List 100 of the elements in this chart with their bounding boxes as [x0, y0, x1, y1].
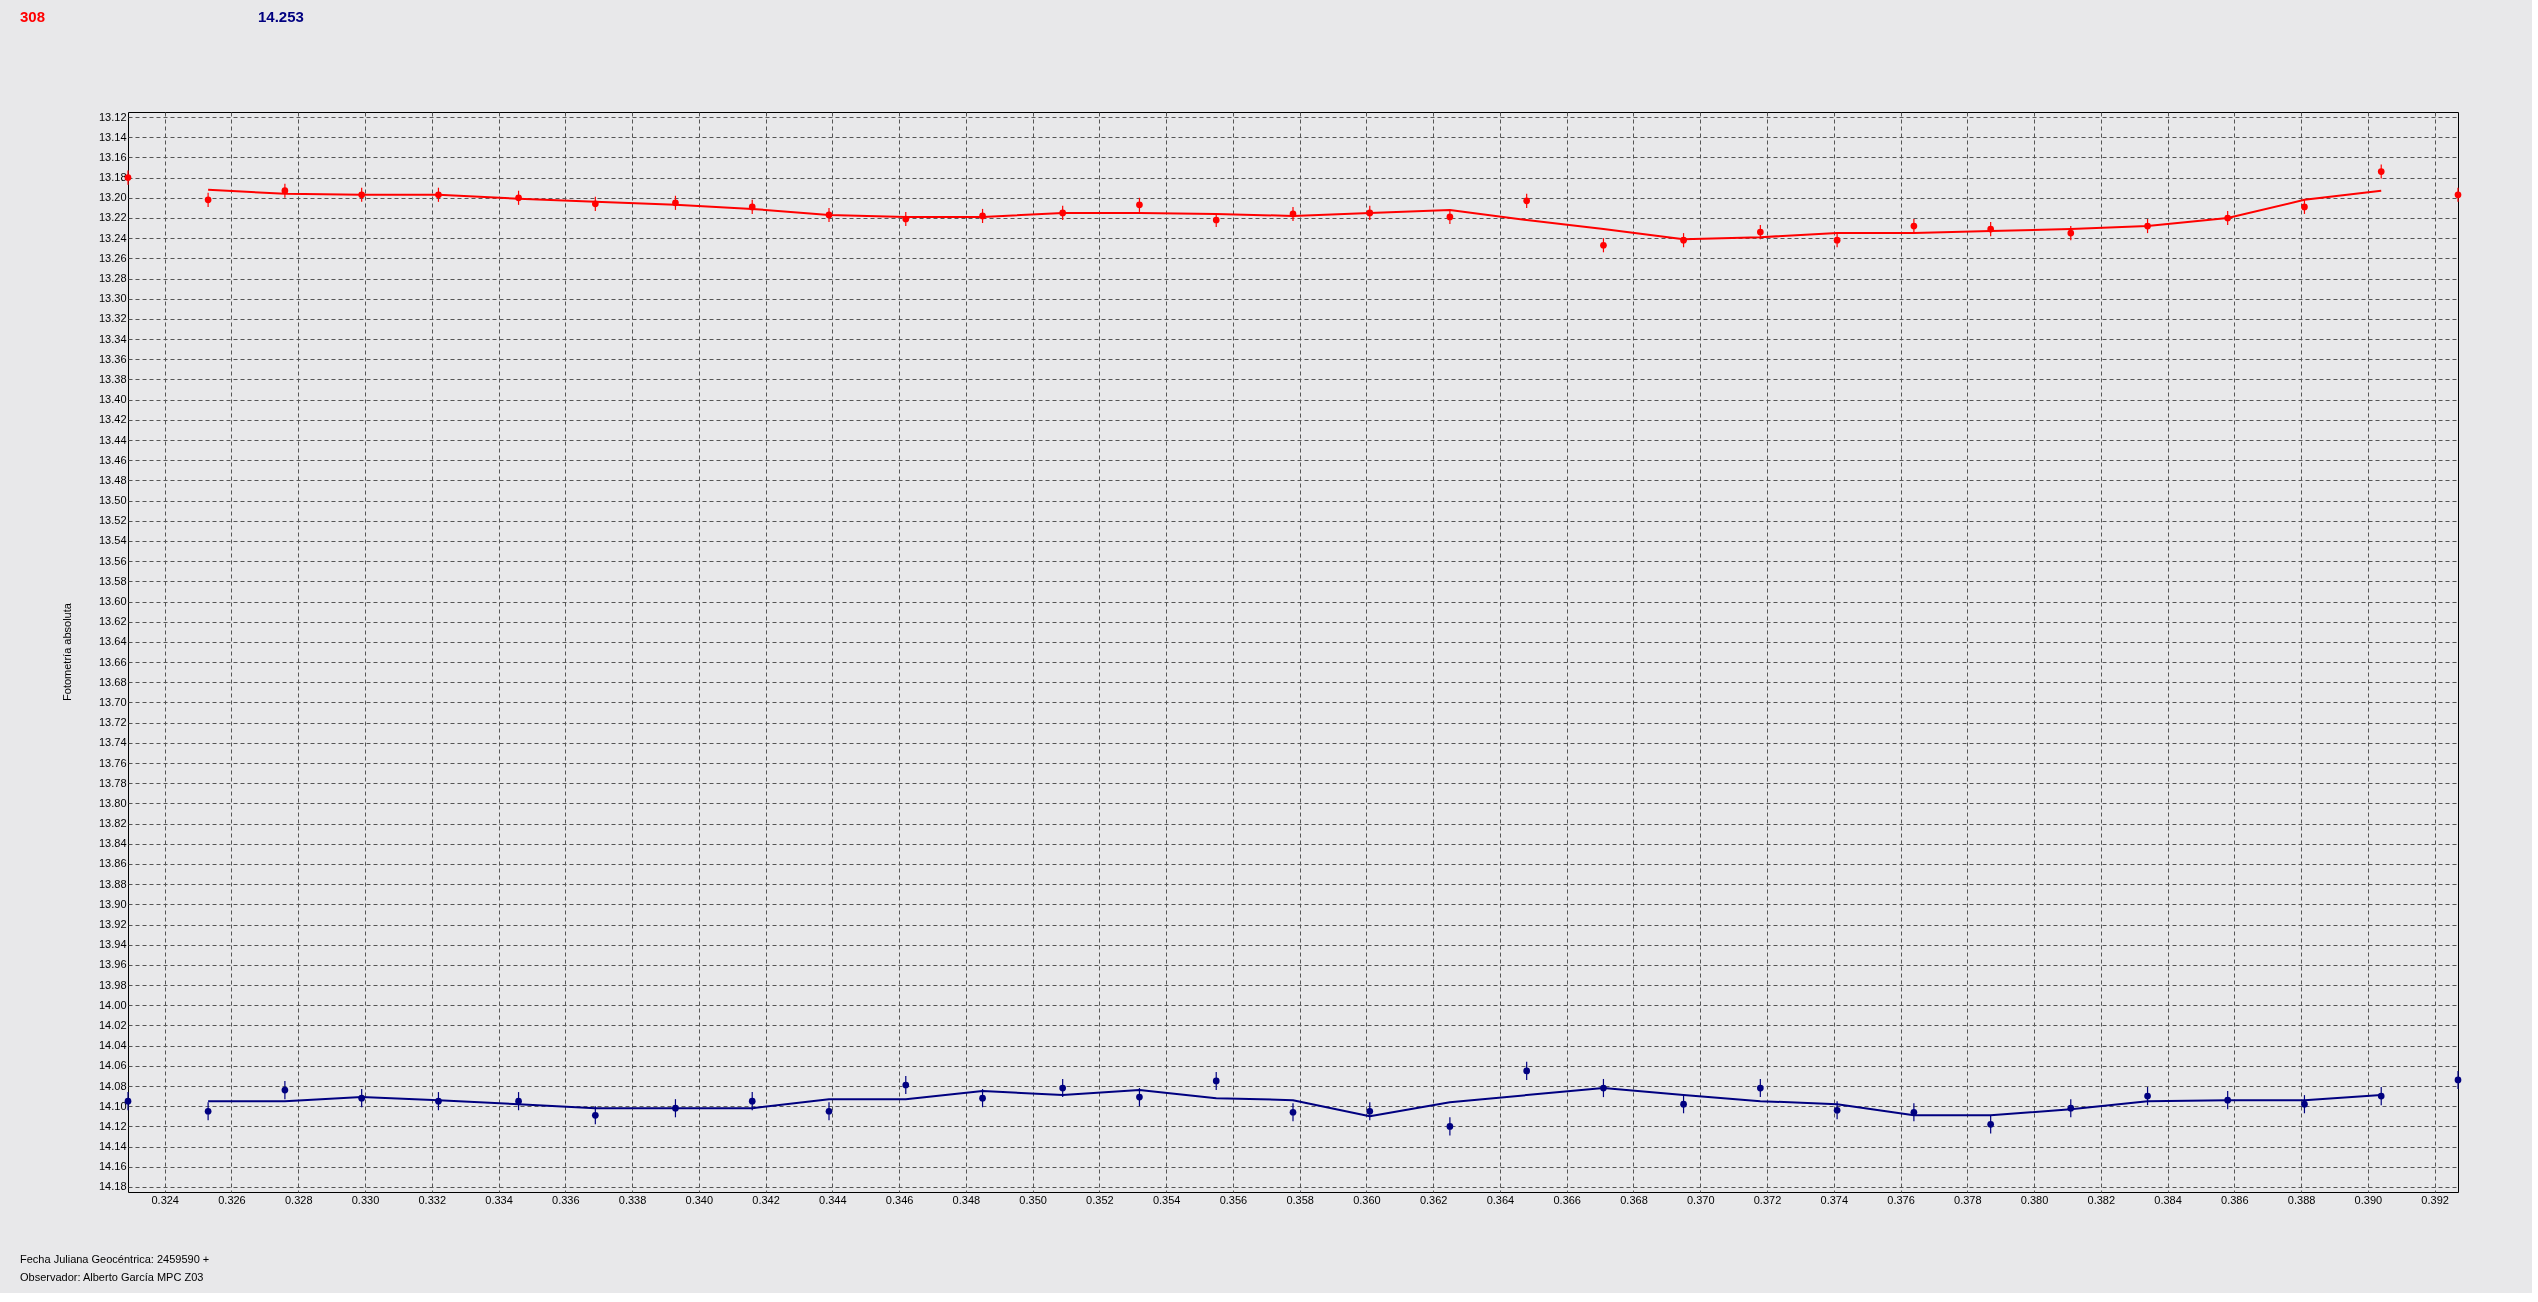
x-tick-label: 0.362: [1419, 1193, 1448, 1206]
y-tick-label: 13.38: [98, 372, 127, 385]
y-tick-label: 13.36: [98, 352, 127, 365]
y-tick-label: 13.98: [98, 978, 127, 991]
y-tick-label: 13.48: [98, 473, 127, 486]
y-tick-label: 13.62: [98, 615, 127, 628]
x-tick-label: 0.370: [1686, 1193, 1715, 1206]
text: 308: [20, 8, 46, 25]
y-tick-label: 13.82: [98, 817, 127, 830]
point: [1446, 213, 1454, 221]
point: [1136, 201, 1143, 209]
y-tick-label: 13.74: [98, 736, 127, 749]
y-tick-label: 13.86: [98, 857, 127, 870]
y-tick-label: 14.08: [98, 1079, 127, 1092]
y-tick-label: 14.12: [98, 1119, 127, 1132]
y-tick-label: 13.68: [98, 675, 127, 688]
x-tick-label: 0.326: [218, 1193, 246, 1206]
y-tick-label: 13.22: [98, 211, 127, 224]
y-tick-label: 13.46: [98, 453, 127, 466]
y-tick-label: 13.94: [98, 938, 127, 951]
x-tick-label: 0.330: [351, 1193, 380, 1206]
point: [204, 1107, 212, 1115]
y-tick-label: 13.96: [98, 958, 127, 971]
point: [1366, 1107, 1374, 1115]
y-tick-label: 13.14: [98, 130, 127, 143]
y-tick-label: 14.00: [98, 998, 127, 1011]
point: [1059, 1084, 1067, 1092]
y-tick-label: 13.32: [98, 312, 127, 325]
x-tick-label: 0.366: [1553, 1193, 1581, 1206]
x-tick-label: 0.378: [1954, 1193, 1982, 1206]
point: [1600, 241, 1607, 249]
point: [1289, 1108, 1297, 1116]
point: [2377, 168, 2385, 175]
y-tick-label: 13.90: [98, 897, 127, 910]
y-tick-label: 13.12: [98, 110, 127, 123]
point: [1212, 216, 1220, 224]
point: [2454, 191, 2462, 199]
point: [1523, 1067, 1531, 1075]
x-tick-label: 0.354: [1152, 1193, 1181, 1206]
x-tick-label: 0.384: [2154, 1193, 2182, 1206]
y-tick-label: 13.44: [98, 433, 127, 446]
x-tick-label: 0.350: [1019, 1193, 1047, 1206]
point: [1833, 1106, 1841, 1114]
y-tick-label: 13.42: [98, 413, 127, 426]
y-tick-label: 13.30: [98, 292, 127, 305]
y-tick-label: 13.64: [98, 635, 127, 648]
x-tick-label: 0.324: [151, 1193, 179, 1206]
y-tick-label: 13.70: [98, 695, 127, 708]
y-tick-label: 13.72: [98, 716, 127, 729]
y-tick-label: 13.92: [98, 918, 127, 931]
y-tick-label: 13.88: [98, 877, 127, 890]
y-tick-label: 13.26: [98, 251, 127, 264]
y-tick-label: 13.18: [98, 171, 127, 184]
x-tick-label: 0.372: [1753, 1193, 1782, 1206]
point: [902, 1081, 910, 1089]
x-tick-label: 0.334: [485, 1193, 513, 1206]
point: [1446, 1123, 1454, 1130]
x-tick-label: 0.380: [2020, 1193, 2049, 1206]
x-tick-label: 0.382: [2087, 1193, 2116, 1206]
x-axis-title: Fecha Juliana Geocéntrica: 2459590 +: [20, 1253, 210, 1265]
point: [2144, 1092, 2151, 1100]
point: [2454, 1076, 2462, 1084]
x-tick-label: 0.368: [1620, 1193, 1648, 1206]
y-tick-label: 13.58: [98, 574, 127, 587]
point: [515, 1097, 522, 1105]
y-tick-label: 14.06: [98, 1059, 127, 1072]
point: [748, 1097, 756, 1105]
point: [281, 1086, 289, 1094]
x-tick-label: 0.360: [1353, 1193, 1381, 1206]
point: [204, 196, 212, 204]
point: [1987, 1121, 1995, 1128]
point: [1833, 236, 1841, 244]
y-tick-label: 14.10: [98, 1099, 127, 1112]
x-tick-label: 0.386: [2221, 1193, 2249, 1206]
y-tick-label: 13.60: [98, 595, 127, 608]
y-tick-label: 13.80: [98, 796, 127, 809]
y-tick-label: 13.24: [98, 231, 127, 244]
x-tick-label: 0.364: [1486, 1193, 1515, 1206]
x-tick-label: 0.346: [885, 1193, 914, 1206]
y-tick-label: 13.50: [98, 494, 127, 507]
y-tick-label: 13.56: [98, 554, 127, 567]
x-tick-label: 0.390: [2354, 1193, 2383, 1206]
y-tick-label: 13.34: [98, 332, 127, 345]
y-tick-label: 13.84: [98, 837, 127, 850]
y-tick-label: 13.52: [98, 514, 127, 527]
point: [1756, 1084, 1764, 1092]
y-tick-label: 13.66: [98, 655, 127, 668]
y-tick-label: 14.02: [98, 1018, 127, 1031]
y-tick-label: 13.20: [98, 191, 127, 204]
x-tick-label: 0.344: [819, 1193, 847, 1206]
point: [979, 1094, 986, 1102]
point: [1910, 222, 1918, 230]
point: [1212, 1077, 1220, 1085]
point: [1523, 197, 1531, 205]
point: [1136, 1093, 1143, 1101]
text: Observador: Alberto García MPC Z03: [20, 1271, 204, 1283]
x-tick-label: 0.352: [1086, 1193, 1114, 1206]
y-tick-label: 13.78: [98, 776, 127, 789]
x-tick-label: 0.374: [1820, 1193, 1849, 1206]
x-tick-label: 0.356: [1219, 1193, 1248, 1206]
